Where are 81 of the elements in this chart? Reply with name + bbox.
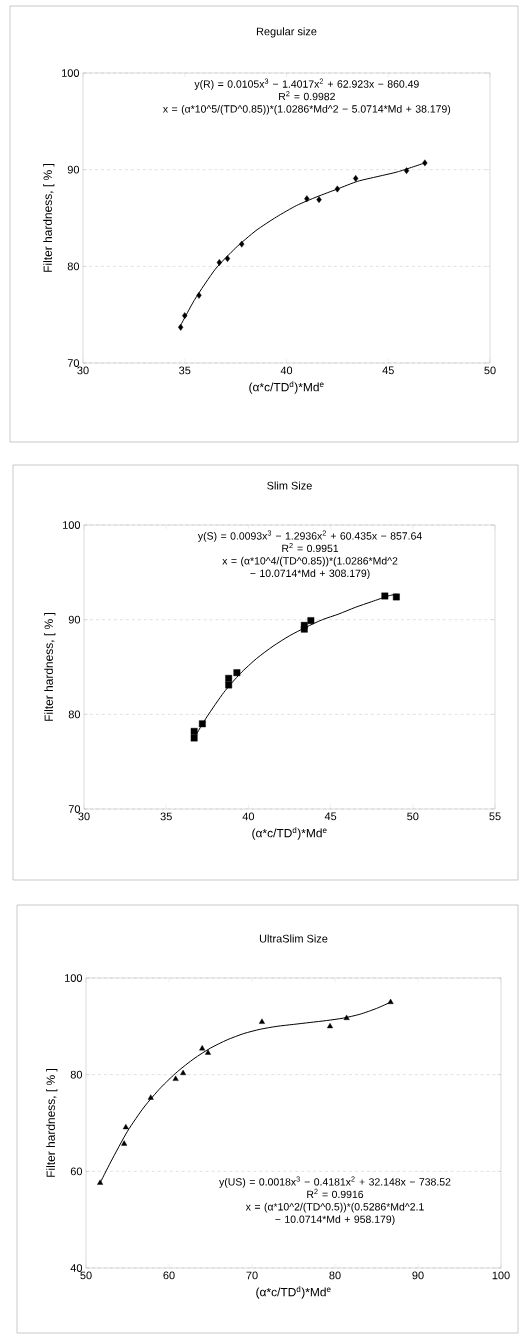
point bbox=[353, 174, 359, 182]
point bbox=[182, 312, 188, 320]
point bbox=[300, 621, 308, 629]
y-axis-title: Filter hardness, [ % ] bbox=[46, 1069, 58, 1177]
y-tick-label: 60 bbox=[70, 1167, 83, 1176]
y-tick-label: 80 bbox=[70, 1070, 83, 1079]
y-tick-label: 70 bbox=[67, 359, 80, 367]
point bbox=[403, 167, 410, 175]
point bbox=[225, 674, 233, 682]
x-tick-label: 80 bbox=[329, 1271, 341, 1280]
annotation: R$^{2}$ = 0.9951 bbox=[282, 542, 339, 553]
x-tick-label: 30 bbox=[78, 812, 90, 821]
x-tick-label: 40 bbox=[242, 812, 255, 821]
point bbox=[121, 1140, 128, 1146]
y-tick-label: 100 bbox=[63, 521, 81, 529]
x-tick-label: 50 bbox=[407, 812, 419, 821]
y-tick-label: 90 bbox=[67, 165, 80, 174]
point bbox=[239, 240, 245, 248]
chart-title: Regular size bbox=[256, 27, 317, 38]
chart-title: Slim Size bbox=[267, 481, 312, 490]
x-tick-label: 45 bbox=[324, 812, 337, 821]
annotation: x = (α*10^2/(TD^0.5))*(0.5286*Md^2.1 − 10.0714*Md + 958.179) bbox=[245, 1202, 424, 1225]
point bbox=[343, 1014, 350, 1020]
y-tick-label: 100 bbox=[65, 974, 83, 982]
x-tick-label: 45 bbox=[382, 366, 394, 375]
point bbox=[381, 592, 389, 600]
y-tick-label: 90 bbox=[68, 615, 81, 624]
point bbox=[97, 1179, 104, 1185]
y-axis-title: Filter hardness, [ % ] bbox=[43, 164, 55, 272]
y-tick-label: 80 bbox=[67, 262, 80, 271]
x-tick-label: 35 bbox=[160, 812, 172, 821]
point bbox=[327, 1022, 333, 1029]
x-tick-label: 55 bbox=[489, 812, 501, 821]
x-tick-label: 90 bbox=[412, 1271, 424, 1280]
annotation: R$^{2}$ = 0.9916 bbox=[307, 1188, 364, 1199]
x-axis-title: (α*c/TD$^{d}$)*Md$^{e}$ bbox=[249, 381, 324, 394]
y-tick-label: 100 bbox=[62, 69, 80, 77]
point bbox=[196, 291, 202, 299]
point bbox=[387, 998, 394, 1004]
point bbox=[316, 196, 322, 204]
point bbox=[190, 734, 198, 742]
point bbox=[180, 1069, 187, 1076]
point bbox=[225, 681, 233, 689]
x-tick-label: 70 bbox=[246, 1271, 258, 1280]
point bbox=[205, 1049, 211, 1055]
annotation: x = (α*10^5/(TD^0.85))*(1.0286*Md^2 − 5.0714*Md + 38.179) bbox=[162, 104, 451, 115]
point bbox=[233, 669, 241, 677]
annotation: y(US) = 0.0018x$^{3}$ − 0.4181x$^{2}$ + 32.148x − 738.52 bbox=[219, 1176, 451, 1188]
point bbox=[224, 255, 231, 263]
x-axis-title: (α*c/TD$^{d}$)*Md$^{e}$ bbox=[252, 827, 327, 840]
y-tick-label: 80 bbox=[68, 710, 81, 719]
point bbox=[198, 720, 206, 728]
chart-title: UltraSlim Size bbox=[259, 934, 328, 943]
point bbox=[216, 259, 222, 266]
point bbox=[304, 195, 310, 203]
annotation: x = (α*10^4/(TD^0.85))*(1.0286*Md^2 − 10.0714*Md + 308.179) bbox=[222, 556, 398, 580]
point bbox=[122, 1123, 129, 1130]
x-tick-label: 50 bbox=[80, 1271, 92, 1280]
annotation: R$^{2}$ = 0.9982 bbox=[279, 91, 335, 101]
point bbox=[190, 727, 198, 735]
x-tick-label: 35 bbox=[179, 366, 191, 375]
point bbox=[258, 1018, 265, 1024]
x-tick-label: 30 bbox=[77, 366, 89, 375]
point bbox=[199, 1045, 206, 1051]
point bbox=[392, 593, 400, 601]
y-tick-label: 40 bbox=[70, 1264, 83, 1272]
x-tick-label: 50 bbox=[484, 366, 496, 375]
x-tick-label: 40 bbox=[280, 366, 293, 375]
x-tick-label: 100 bbox=[492, 1271, 510, 1280]
point bbox=[422, 159, 428, 167]
point bbox=[178, 323, 184, 331]
x-tick-label: 60 bbox=[163, 1271, 175, 1280]
x-axis-title: (α*c/TD$^{d}$)*Md$^{e}$ bbox=[256, 1286, 331, 1299]
point bbox=[172, 1075, 179, 1081]
point bbox=[147, 1094, 154, 1100]
y-axis-title: Filter hardness, [ % ] bbox=[44, 613, 56, 721]
y-tick-label: 70 bbox=[68, 805, 81, 813]
annotation: y(S) = 0.0093x$^{3}$ − 1.2936x$^{2}$ + 60.435x − 857.64 bbox=[197, 530, 422, 542]
annotation: y(R) = 0.0105x$^{3}$ − 1.4017x$^{2}$ + 62.923x − 860.49 bbox=[194, 78, 419, 90]
point bbox=[307, 617, 315, 625]
point bbox=[334, 185, 340, 193]
